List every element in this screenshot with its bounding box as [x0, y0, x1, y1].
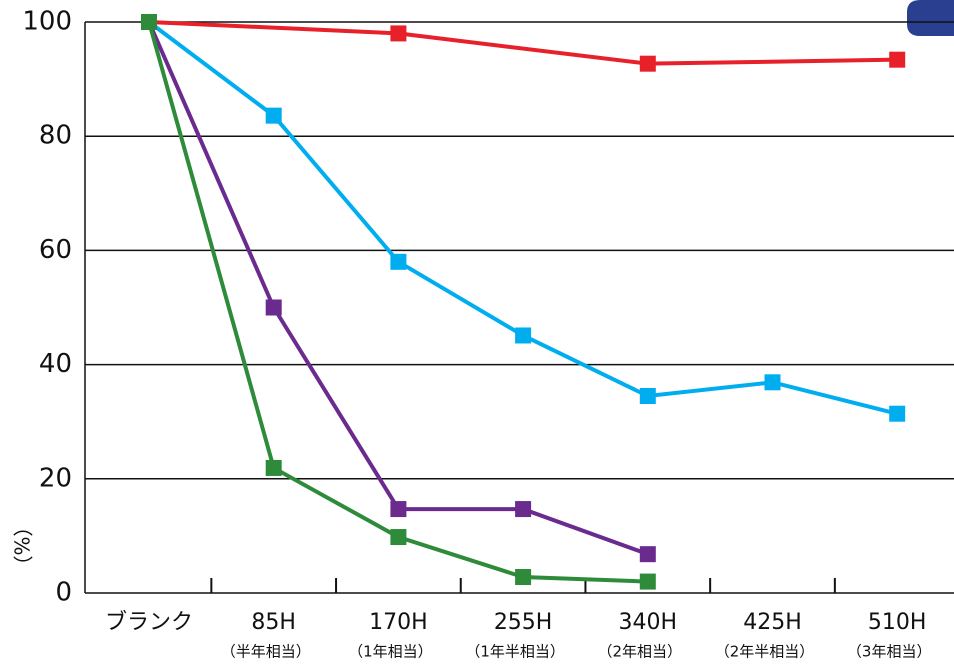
marker	[265, 299, 282, 316]
y-tick-label: 20	[39, 463, 72, 493]
marker	[265, 459, 282, 476]
series-line	[147, 21, 648, 584]
marker	[141, 14, 157, 30]
series-line	[148, 20, 898, 66]
x-tick-label: 85H	[251, 610, 296, 635]
y-tick-label: 60	[39, 235, 72, 265]
x-tick-sublabel: （1年相当）	[348, 643, 433, 661]
marker	[515, 569, 532, 586]
marker	[889, 51, 906, 68]
marker	[390, 25, 407, 42]
marker	[889, 405, 906, 422]
marker	[515, 501, 532, 518]
marker	[639, 546, 656, 563]
x-tick-label: 340H	[619, 610, 678, 635]
x-tick-label: ブランク	[105, 610, 193, 635]
series-line	[147, 20, 898, 416]
x-tick-sublabel: （1年半相当）	[465, 643, 565, 661]
y-tick-label: 80	[39, 121, 72, 151]
corner-decoration	[907, 0, 954, 36]
x-tick-label: 510H	[868, 610, 927, 635]
marker	[764, 374, 781, 391]
x-tick-label: 425H	[743, 610, 802, 635]
marker	[515, 327, 532, 344]
y-tick-label: 40	[39, 349, 72, 379]
marker	[390, 529, 407, 546]
marker	[265, 107, 282, 124]
marker	[390, 253, 407, 270]
x-tick-sublabel: （2年相当）	[598, 643, 683, 661]
x-tick-label: 255H	[494, 610, 553, 635]
x-tick-sublabel: （半年相当）	[221, 643, 311, 661]
marker	[639, 55, 656, 72]
y-axis-label: （%）	[10, 516, 34, 575]
y-tick-label: 100	[22, 7, 72, 37]
marker	[390, 501, 407, 518]
x-tick-label: 170H	[369, 610, 428, 635]
x-tick-sublabel: （2年半相当）	[715, 643, 815, 661]
y-tick-label: 0	[55, 578, 72, 608]
marker	[639, 388, 656, 405]
marker	[639, 573, 656, 590]
x-tick-sublabel: （3年相当）	[847, 643, 932, 661]
